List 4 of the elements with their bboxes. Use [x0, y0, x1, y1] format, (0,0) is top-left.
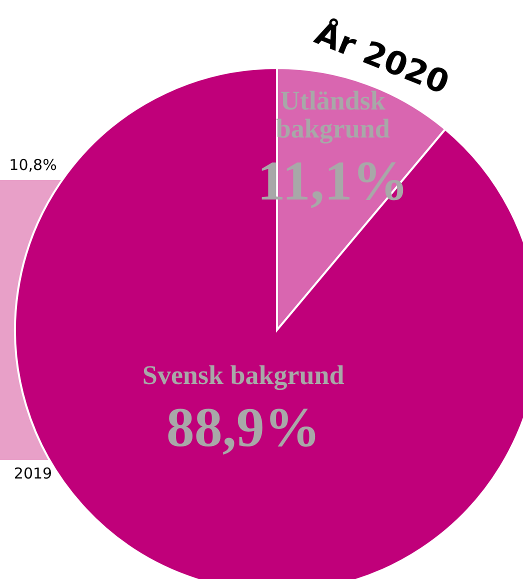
- x-tick-label: 2019: [14, 464, 52, 483]
- data-label: 88,9%: [166, 396, 320, 459]
- slice-label: Svensk bakgrund: [142, 360, 344, 390]
- data-label: 10,8%: [9, 156, 57, 174]
